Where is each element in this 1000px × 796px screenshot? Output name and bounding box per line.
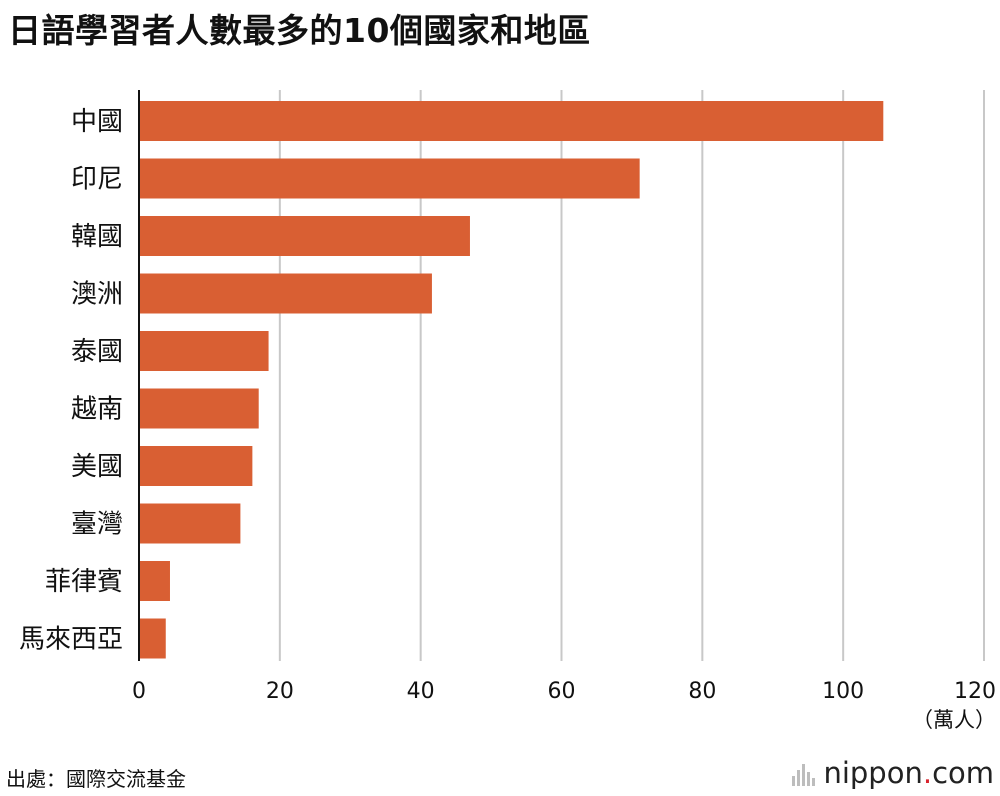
x-tick-label-20: 20 — [266, 679, 294, 704]
bar-7 — [139, 503, 241, 544]
bar-1 — [139, 158, 640, 199]
brand-bars-icon — [792, 760, 816, 786]
bar-4 — [139, 331, 269, 371]
bar-6 — [139, 446, 253, 486]
category-label-4: 泰國 — [71, 337, 123, 367]
category-label-7: 臺灣 — [71, 510, 123, 540]
nippon-logo: nippon. com — [792, 756, 994, 790]
category-label-1: 印尼 — [71, 165, 123, 195]
bar-8 — [139, 561, 170, 601]
x-tick-label-80: 80 — [688, 679, 716, 704]
brand-dot: . — [922, 756, 933, 790]
x-tick-label-0: 0 — [132, 679, 146, 704]
brand-tld: com — [932, 756, 994, 790]
category-label-8: 菲律賓 — [45, 567, 123, 597]
x-unit-label: （萬人） — [912, 708, 996, 732]
category-label-6: 美國 — [71, 452, 123, 482]
bar-2 — [139, 216, 470, 256]
category-label-3: 澳洲 — [71, 280, 123, 310]
bar-9 — [139, 618, 166, 659]
source-note: 出處：國際交流基金 — [6, 767, 186, 791]
x-tick-label-40: 40 — [407, 679, 435, 704]
bar-3 — [139, 273, 432, 314]
x-tick-label-120: 120 — [954, 679, 996, 704]
category-label-9: 馬來西亞 — [19, 625, 123, 655]
category-label-2: 韓國 — [71, 222, 123, 252]
category-label-5: 越南 — [71, 395, 123, 425]
brand-name: nippon — [823, 756, 923, 790]
bar-5 — [139, 388, 259, 429]
chart-title: 日語學習者人數最多的10個國家和地區 — [8, 11, 591, 50]
x-tick-label-100: 100 — [822, 679, 864, 704]
category-label-0: 中國 — [71, 107, 123, 137]
bar-0 — [139, 101, 884, 141]
x-tick-label-60: 60 — [548, 679, 576, 704]
